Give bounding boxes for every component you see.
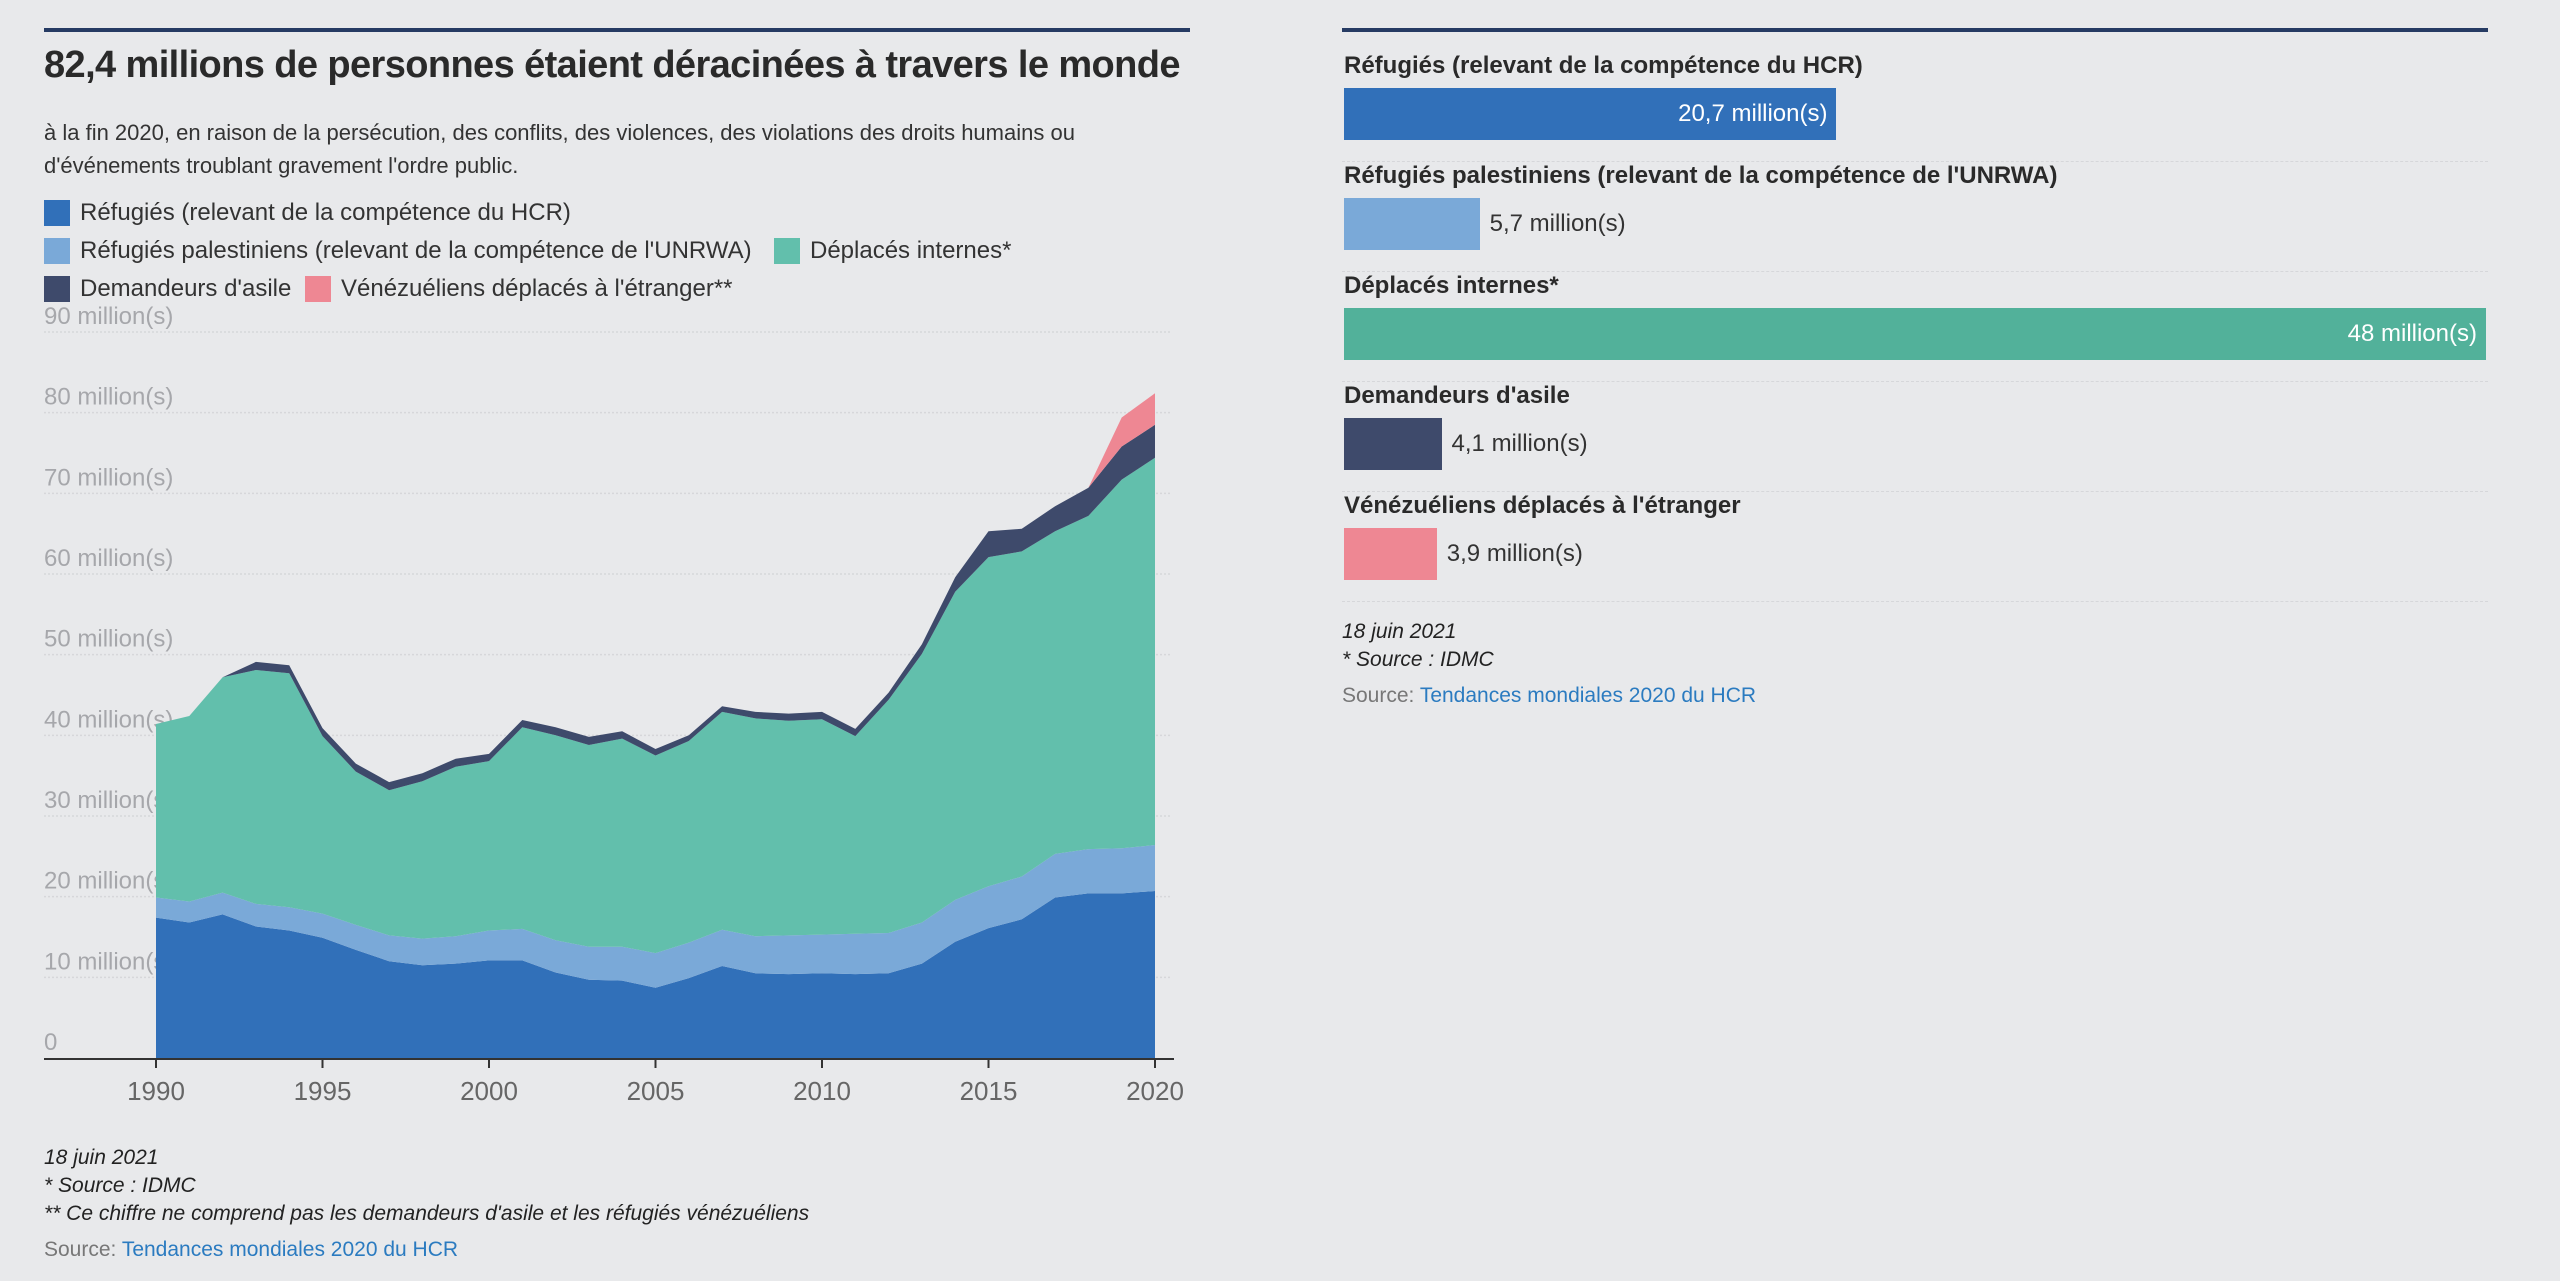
- legend-label: Réfugiés (relevant de la compétence du H…: [80, 199, 571, 226]
- bar-category-label: Vénézuéliens déplacés à l'étranger: [1344, 492, 1741, 519]
- x-tick-label: 2020: [1126, 1076, 1184, 1102]
- chart-notes: 18 juin 2021 * Source : IDMC ** Ce chiff…: [44, 1144, 809, 1264]
- y-tick-label: 40 million(s): [44, 706, 173, 733]
- source-label: Source:: [1342, 684, 1420, 707]
- area-series-1: [156, 891, 1155, 1058]
- legend-swatch: [305, 276, 331, 302]
- x-tick-label: 1995: [294, 1076, 352, 1102]
- chart-title: 82,4 millions de personnes étaient dérac…: [44, 44, 1180, 86]
- area-series-3: [156, 457, 1155, 954]
- bar-category-label: Demandeurs d'asile: [1344, 382, 1570, 409]
- y-tick-label: 90 million(s): [44, 303, 173, 330]
- bar-chart-panel: Réfugiés (relevant de la compétence du H…: [1342, 28, 2488, 728]
- area-chart: 0 10 million(s) 20 million(s) 30 million(s)…: [44, 303, 1184, 1102]
- y-tick-label: 20 million(s): [44, 868, 173, 895]
- bar-row: Vénézuéliens déplacés à l'étranger 3,9 mi…: [1342, 492, 2488, 602]
- bar-value-label: 48 million(s): [2347, 320, 2477, 347]
- source-line: Source: Tendances mondiales 2020 du HCR: [1342, 682, 1756, 710]
- bar: [1344, 528, 1437, 580]
- bar: [1344, 198, 1480, 250]
- source-link[interactable]: Tendances mondiales 2020 du HCR: [1419, 684, 1757, 707]
- legend-swatch: [774, 238, 800, 264]
- source-note: * Source : IDMC: [1342, 648, 1494, 671]
- bar: [1344, 308, 2486, 360]
- source-note: * Source : IDMC: [44, 1174, 196, 1197]
- legend-item: Vénézuéliens déplacés à l'étranger**: [305, 274, 733, 304]
- publish-date: 18 juin 2021: [44, 1146, 159, 1169]
- y-tick-label: 60 million(s): [44, 545, 173, 572]
- legend-label: Demandeurs d'asile: [80, 275, 292, 302]
- source-label: Source:: [44, 1238, 122, 1261]
- legend-label: Vénézuéliens déplacés à l'étranger**: [341, 275, 733, 302]
- y-tick-label: 0: [44, 1029, 57, 1056]
- bar-row: Demandeurs d'asile 4,1 million(s): [1342, 382, 2488, 492]
- bar-value-label: 4,1 million(s): [1451, 430, 1588, 457]
- source-link[interactable]: Tendances mondiales 2020 du HCR: [121, 1238, 459, 1261]
- bar-row: Réfugiés (relevant de la compétence du H…: [1342, 52, 2488, 162]
- legend-swatch: [44, 200, 70, 226]
- bar: [1344, 88, 1837, 140]
- bar-value-label: 3,9 million(s): [1446, 540, 1583, 567]
- x-tick-label: 2015: [960, 1076, 1018, 1102]
- bar-value-label: 20,7 million(s): [1678, 100, 1828, 127]
- bar: [1344, 418, 1442, 470]
- legend-label: Déplacés internes*: [810, 237, 1012, 264]
- area-series-2: [156, 845, 1155, 988]
- legend-item: Réfugiés palestiniens (relevant de la co…: [44, 236, 752, 266]
- y-tick-label: 10 million(s): [44, 948, 173, 975]
- bar-category-label: Réfugiés (relevant de la compétence du H…: [1344, 52, 1863, 79]
- source-line: Source: Tendances mondiales 2020 du HCR: [44, 1236, 809, 1264]
- chart-subtitle: à la fin 2020, en raison de la persécuti…: [44, 120, 1075, 178]
- area-series-5: [1088, 393, 1155, 488]
- x-tick-label: 2010: [793, 1076, 851, 1102]
- y-tick-label: 50 million(s): [44, 626, 173, 653]
- y-tick-label: 70 million(s): [44, 464, 173, 491]
- legend-label: Réfugiés palestiniens (relevant de la co…: [80, 237, 752, 264]
- legend-item: Demandeurs d'asile: [44, 274, 291, 304]
- x-tick-label: 2000: [460, 1076, 518, 1102]
- bar-category-label: Réfugiés palestiniens (relevant de la co…: [1344, 162, 2058, 189]
- x-tick-label: 2005: [627, 1076, 685, 1102]
- bar-value-label: 5,7 million(s): [1489, 210, 1626, 237]
- area-chart-panel: 82,4 millions de personnes étaient dérac…: [44, 28, 1190, 1268]
- bar-row: Déplacés internes* 48 million(s): [1342, 272, 2488, 382]
- y-tick-label: 30 million(s): [44, 787, 173, 814]
- publish-date: 18 juin 2021: [1342, 620, 1457, 643]
- legend-swatch: [44, 276, 70, 302]
- footnote: ** Ce chiffre ne comprend pas les demand…: [44, 1202, 810, 1225]
- y-tick-label: 80 million(s): [44, 384, 173, 411]
- bar-category-label: Déplacés internes*: [1344, 272, 1559, 299]
- bar-row: Réfugiés palestiniens (relevant de la co…: [1342, 162, 2488, 272]
- x-tick-label: 1990: [127, 1076, 185, 1102]
- legend-swatch: [44, 238, 70, 264]
- bar-chart-notes: 18 juin 2021 * Source : IDMC Source: Ten…: [1342, 618, 1756, 710]
- legend-item: Réfugiés (relevant de la compétence du H…: [44, 198, 571, 228]
- legend-item: Déplacés internes*: [774, 236, 1011, 266]
